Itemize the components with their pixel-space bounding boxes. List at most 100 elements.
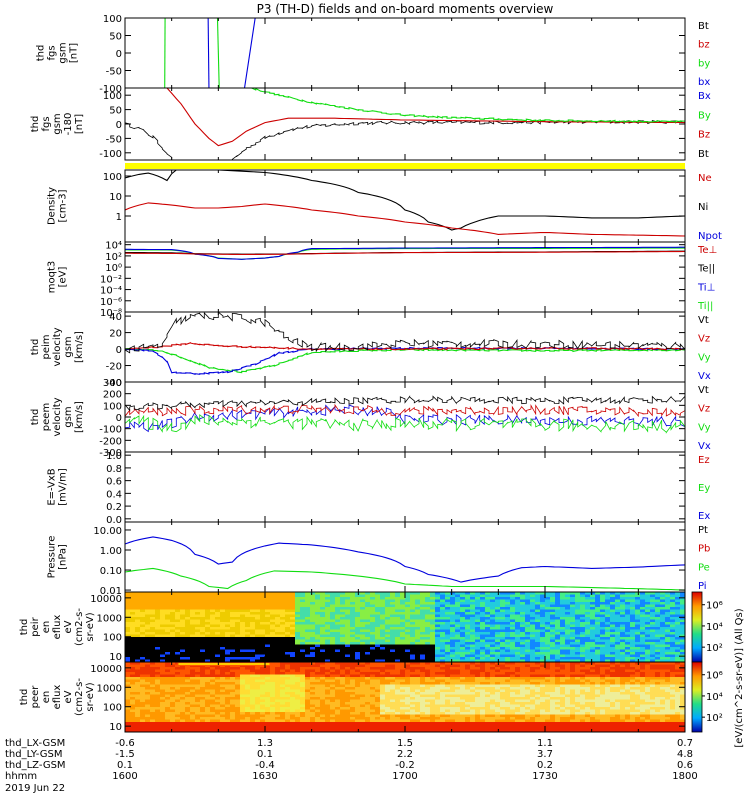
- spec-cell: [660, 619, 666, 623]
- spec-cell: [380, 627, 386, 631]
- spec-cell: [350, 682, 356, 686]
- spec-cell: [410, 627, 416, 631]
- spec-cell: [635, 614, 641, 618]
- spec-cell: [505, 652, 511, 656]
- spec-cell: [570, 604, 576, 608]
- spec-cell: [385, 597, 391, 601]
- spec-cell: [660, 657, 666, 661]
- spec-cell: [505, 647, 511, 651]
- spec-cell: [375, 652, 381, 656]
- spec-cell: [270, 599, 276, 603]
- y-tick-label: 10⁰: [105, 263, 122, 274]
- spec-cell: [670, 627, 676, 631]
- spec-cell: [620, 594, 626, 598]
- spec-cell: [625, 592, 631, 596]
- spec-cell: [655, 602, 661, 606]
- spec-cell: [640, 634, 646, 638]
- spec-cell: [155, 652, 161, 656]
- spec-cell: [320, 622, 326, 626]
- spec-cell: [495, 654, 501, 658]
- spec-cell: [370, 652, 376, 656]
- spec-cell: [210, 689, 216, 693]
- spec-cell: [365, 599, 371, 603]
- spec-cell: [230, 629, 236, 633]
- spec-cell: [365, 689, 371, 693]
- spec-cell: [325, 604, 331, 608]
- spec-cell: [610, 602, 616, 606]
- spec-cell: [240, 644, 246, 648]
- spec-cell: [435, 602, 441, 606]
- spec-cell: [235, 729, 241, 732]
- spec-cell: [320, 612, 326, 616]
- spec-cell: [160, 652, 166, 656]
- spec-cell: [460, 592, 466, 596]
- spec-cell: [165, 669, 171, 673]
- spec-cell: [425, 634, 431, 638]
- spec-cell: [495, 627, 501, 631]
- series-peim-Vx: [125, 346, 685, 376]
- spec-cell: [355, 604, 361, 608]
- spec-cell: [180, 687, 186, 691]
- spec-cell: [355, 684, 361, 688]
- spec-cell: [405, 659, 411, 662]
- spec-cell: [575, 627, 581, 631]
- spec-cell: [295, 622, 301, 626]
- spec-cell: [130, 607, 136, 611]
- spec-cell: [185, 602, 191, 606]
- spec-cell: [195, 722, 201, 726]
- spec-cell: [280, 654, 286, 658]
- spec-cell: [550, 612, 556, 616]
- spec-cell: [175, 714, 181, 718]
- y-tick-label: 10²: [105, 252, 122, 263]
- spec-cell: [175, 682, 181, 686]
- spec-cell: [180, 617, 186, 621]
- spec-cell: [170, 664, 176, 668]
- spec-cell: [275, 624, 281, 628]
- spec-cell: [210, 714, 216, 718]
- spec-cell: [350, 644, 356, 648]
- spec-cell: [260, 604, 266, 608]
- spec-cell: [480, 622, 486, 626]
- spec-cell: [240, 699, 246, 703]
- spec-cell: [520, 612, 526, 616]
- spec-cell: [165, 609, 171, 613]
- spec-cell: [350, 617, 356, 621]
- spec-cell: [255, 692, 261, 696]
- spec-cell: [290, 729, 296, 732]
- spec-cell: [220, 642, 226, 646]
- spec-cell: [560, 639, 566, 643]
- spec-cell: [135, 684, 141, 688]
- spec-cell: [300, 722, 306, 726]
- spec-cell: [225, 619, 231, 623]
- spec-cell: [265, 677, 271, 681]
- spec-cell: [310, 612, 316, 616]
- spec-cell: [280, 679, 286, 683]
- spec-cell: [285, 642, 291, 646]
- y-tick-label: -100: [99, 84, 122, 95]
- spec-cell: [465, 629, 471, 633]
- spec-cell: [250, 667, 256, 671]
- spec-cell: [225, 634, 231, 638]
- spec-cell: [195, 729, 201, 732]
- spec-cell: [335, 614, 341, 618]
- spec-cell: [325, 667, 331, 671]
- spec-cell: [570, 647, 576, 651]
- spec-cell: [260, 664, 266, 668]
- spec-cell: [165, 642, 171, 646]
- spec-cell: [315, 717, 321, 721]
- spec-cell: [525, 634, 531, 638]
- spec-cell: [655, 617, 661, 621]
- spec-cell: [345, 604, 351, 608]
- spec-cell: [665, 617, 671, 621]
- spec-cell: [260, 639, 266, 643]
- spec-cell: [245, 654, 251, 658]
- spec-cell: [580, 612, 586, 616]
- spec-cell: [150, 729, 156, 732]
- spec-cell: [300, 619, 306, 623]
- series-group-peem: [125, 395, 685, 434]
- spec-cell: [255, 704, 261, 708]
- spec-cell: [270, 609, 276, 613]
- y-axis-label: peir: [30, 616, 41, 636]
- spec-cell: [255, 719, 261, 723]
- spec-cell: [490, 647, 496, 651]
